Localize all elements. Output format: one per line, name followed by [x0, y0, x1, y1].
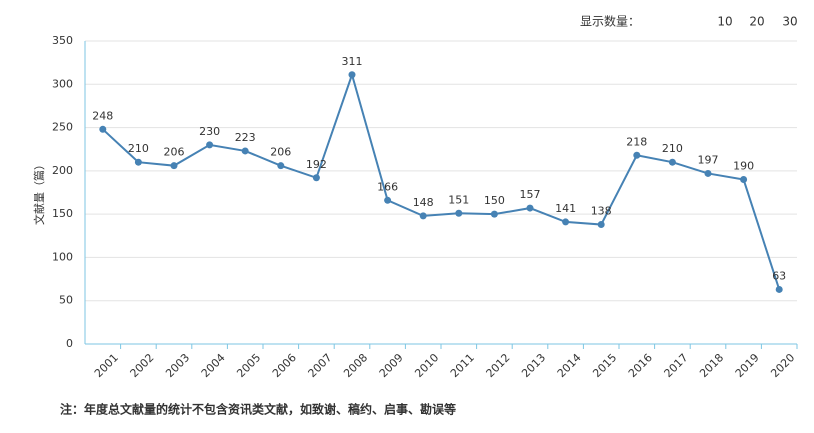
x-tick-label: 2015 [590, 351, 619, 380]
point [206, 141, 214, 149]
y-tick-label: 250 [52, 121, 73, 134]
x-tick-label: 2013 [519, 351, 548, 380]
point [277, 162, 285, 170]
count-option[interactable]: 10 [717, 15, 732, 29]
data-label: 197 [698, 153, 719, 166]
point [775, 285, 783, 293]
x-tick-label: 2003 [163, 351, 192, 380]
data-label: 210 [128, 142, 149, 155]
y-tick-label: 300 [52, 77, 73, 90]
x-tick-label: 2004 [199, 351, 228, 380]
data-label: 150 [484, 194, 505, 207]
point [419, 212, 427, 220]
data-label: 218 [626, 135, 647, 148]
data-label: 151 [448, 193, 469, 206]
data-label: 206 [270, 146, 291, 159]
data-label: 192 [306, 158, 327, 171]
point [740, 176, 748, 184]
data-label: 138 [591, 205, 612, 218]
data-label: 311 [342, 55, 363, 68]
x-tick-label: 2006 [270, 351, 299, 380]
x-tick-label: 2005 [234, 351, 263, 380]
y-axis-label: 文献量（篇） [32, 159, 46, 225]
data-label: 210 [662, 142, 683, 155]
y-tick-label: 100 [52, 250, 73, 263]
data-label: 157 [520, 188, 541, 201]
controls-label: 显示数量： [580, 14, 640, 29]
data-label: 206 [164, 146, 185, 159]
point [384, 196, 392, 204]
y-tick-label: 150 [52, 207, 73, 220]
x-tick-label: 2008 [341, 351, 370, 380]
x-tick-label: 2007 [306, 351, 335, 380]
x-tick-label: 2012 [484, 351, 513, 380]
x-tick-label: 2011 [448, 351, 477, 380]
line [102, 71, 781, 290]
y-tick-label: 50 [59, 294, 73, 307]
point [99, 125, 107, 133]
x-tick-label: 2014 [555, 351, 584, 380]
point [490, 210, 498, 218]
point [704, 169, 712, 177]
y-tick-label: 200 [52, 164, 73, 177]
x-tick-label: 2019 [733, 351, 762, 380]
point [455, 209, 463, 217]
y-tick-label: 0 [66, 337, 73, 350]
x-tick-label: 2010 [412, 351, 441, 380]
point [170, 162, 178, 170]
x-tick-label: 2009 [377, 351, 406, 380]
x-tick-label: 2016 [626, 351, 655, 380]
x-tick-label: 2017 [662, 351, 691, 380]
x-tick-label: 2002 [128, 351, 157, 380]
data-label: 63 [772, 269, 786, 282]
data-label: 248 [92, 109, 113, 122]
count-option[interactable]: 20 [749, 15, 764, 29]
point [526, 204, 534, 212]
count-option[interactable]: 30 [782, 15, 797, 29]
x-tick-label: 2001 [92, 351, 121, 380]
data-label: 141 [555, 202, 576, 215]
x-tick-label: 2018 [697, 351, 726, 380]
y-tick-label: 350 [52, 34, 73, 47]
data-label: 223 [235, 131, 256, 144]
point [633, 151, 641, 159]
data-label: 230 [199, 125, 220, 138]
point [241, 147, 249, 155]
point [668, 158, 676, 166]
x-tick-label: 2020 [768, 351, 797, 380]
footnote: 注：年度总文献量的统计不包含资讯类文献，如致谢、稿约、启事、勘误等 [60, 402, 456, 417]
data-label: 148 [413, 196, 434, 209]
data-label: 166 [377, 180, 398, 193]
point [312, 174, 320, 182]
point [562, 218, 570, 226]
data-label: 190 [733, 160, 754, 173]
point [597, 221, 605, 229]
point [348, 71, 356, 79]
point [134, 158, 142, 166]
